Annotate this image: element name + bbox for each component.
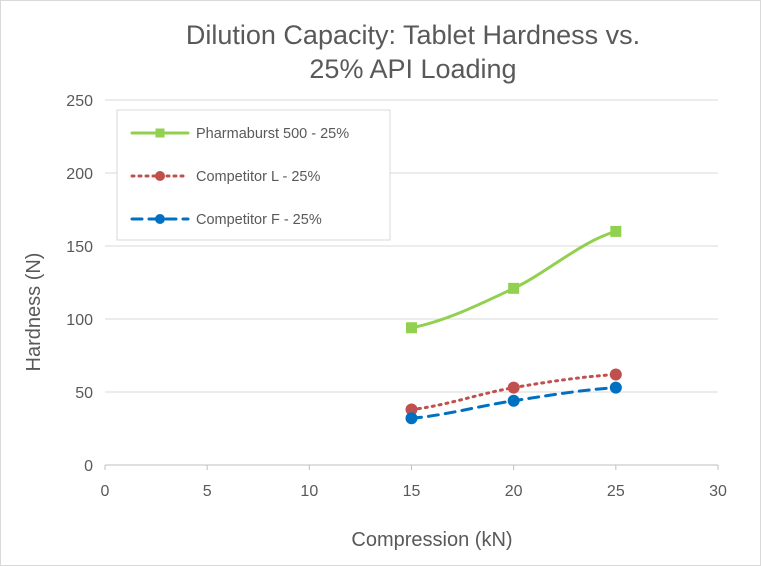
y-axis-label: Hardness (N): [23, 253, 45, 372]
y-tick-label: 0: [84, 458, 93, 475]
x-tick-label: 5: [203, 483, 212, 500]
chart-title-line-1: Dilution Capacity: Tablet Hardness vs.: [186, 20, 640, 50]
data-point: [405, 403, 418, 416]
y-tick-label: 100: [66, 312, 93, 329]
data-point: [406, 322, 417, 334]
y-tick-label: 50: [75, 385, 93, 402]
chart-title-line-2: 25% API Loading: [309, 54, 516, 84]
x-tick-label: 10: [300, 483, 318, 500]
legend: Pharmaburst 500 - 25% Competitor L - 25% C…: [116, 109, 391, 241]
legend-marker: [155, 214, 165, 224]
legend-label: Competitor F - 25%: [196, 212, 322, 228]
y-tick-label: 200: [66, 166, 93, 183]
data-point: [507, 394, 520, 407]
y-tick-label: 150: [66, 239, 93, 256]
legend-label: Pharmaburst 500 - 25%: [196, 126, 349, 142]
data-point: [508, 282, 520, 294]
data-point: [609, 381, 622, 394]
legend-label: Competitor L - 25%: [196, 169, 320, 185]
data-point: [609, 368, 622, 381]
legend-marker: [155, 128, 165, 138]
x-tick-label: 20: [505, 483, 523, 500]
data-point: [507, 381, 520, 394]
x-tick-label: 30: [709, 483, 727, 500]
y-tick-label: 250: [66, 93, 93, 110]
x-tick-label: 0: [101, 483, 110, 500]
axes: 0 50 100 150 200 250 0 5 10 15 20 25 30: [66, 93, 727, 500]
x-tick-label: 15: [403, 483, 421, 500]
legend-item: Competitor F - 25%: [130, 212, 322, 228]
legend-item: Pharmaburst 500 - 25%: [130, 126, 349, 142]
data-point: [405, 412, 418, 425]
legend-marker: [155, 171, 165, 181]
x-axis-label: Compression (kN): [351, 529, 512, 551]
data-point: [610, 225, 622, 237]
x-tick-label: 25: [607, 483, 625, 500]
series: [405, 225, 622, 425]
legend-item: Competitor L - 25%: [130, 169, 320, 185]
